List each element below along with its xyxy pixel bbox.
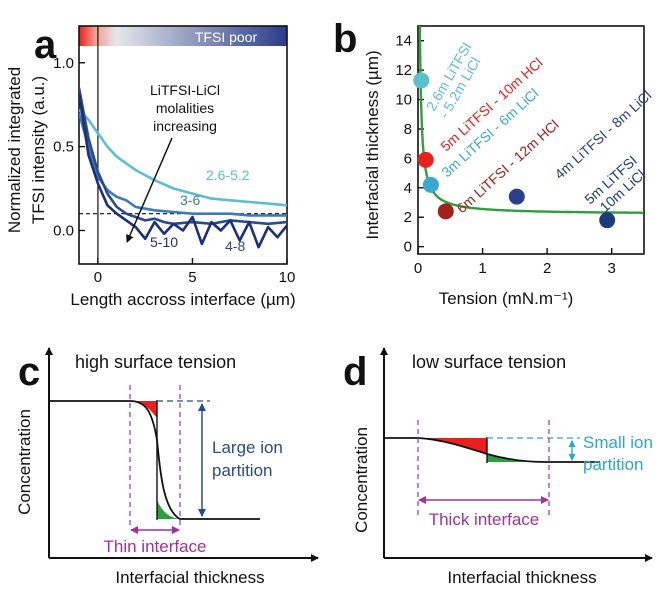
- panel-d-ylabel: Concentration: [352, 427, 371, 533]
- panel-d-title: low surface tension: [412, 352, 566, 372]
- panel-a-ylabel-line1: Normalized integrated: [5, 67, 24, 233]
- panel-b-ytick-label: 8: [404, 121, 412, 138]
- panel-b-ytick-label: 10: [395, 92, 412, 109]
- panel-c-partition-label-1: Large ion: [212, 438, 283, 457]
- panel-a-series-line-4: [79, 92, 287, 249]
- tfsi-gradient-bar: [79, 26, 287, 46]
- annotation-line1: LiTFSI-LiCl: [150, 82, 220, 98]
- panel-b-point-2: [417, 151, 434, 168]
- increasing-arrow: [126, 137, 173, 243]
- panel-b-point-5: [508, 188, 525, 205]
- panel-b-point-1: [413, 72, 430, 89]
- panel-c-title: high surface tension: [75, 352, 236, 372]
- panel-a-series-line-1: [79, 108, 287, 207]
- panel-b-point-3: [422, 176, 439, 193]
- panel-b-points: [413, 72, 616, 229]
- panel-a-ytick-label: 1.0: [53, 55, 74, 72]
- panel-c-interface-label: Thin interface: [104, 537, 207, 556]
- panel-d-interface-label: Thick interface: [429, 510, 540, 529]
- panel-a-xtick-label: 10: [279, 269, 296, 286]
- panel-a-ytick-label: 0.5: [53, 139, 74, 156]
- panel-b-xtick-label: 2: [543, 260, 551, 277]
- panel-b-point-6: [599, 212, 616, 229]
- panel-b-letter: b: [333, 17, 357, 61]
- panel-a-letter: a: [34, 23, 57, 67]
- panel-c-partition-label-2: partition: [212, 461, 272, 480]
- panel-b-ylabel: Interfacial thickness (µm): [363, 50, 382, 239]
- panel-c-letter: c: [18, 350, 40, 394]
- panel-d-enrichment-area: [487, 455, 545, 462]
- panel-b-ytick-label: 14: [395, 33, 412, 50]
- panel-d-letter: d: [343, 350, 367, 394]
- panel-a-ytick-label: 0.0: [53, 222, 74, 239]
- panel-b-xlabel: Tension (mN.m⁻¹): [439, 289, 574, 308]
- panel-b-ytick-label: 0: [404, 239, 412, 256]
- panel-c-depletion-area: [130, 401, 157, 418]
- panel-a: a Normalized integrated TFSI intensity (…: [5, 23, 296, 309]
- panel-a-axes: 0.0 0.5 1.0 0 5 10: [53, 25, 296, 286]
- panel-a-xlabel: Length accross interface (µm): [70, 290, 295, 309]
- panel-b-ytick-label: 4: [404, 180, 412, 197]
- panel-b: b Interfacial thickness (µm) 02468101214…: [333, 17, 655, 308]
- panel-a-series-labels: 2.6-5.2 3-6 4-8 5-10: [150, 167, 250, 254]
- panel-a-series: [79, 87, 287, 249]
- panel-b-frame: [417, 25, 645, 255]
- panel-c-ylabel: Concentration: [15, 409, 34, 515]
- annotation-line3: increasing: [153, 118, 217, 134]
- panel-b-ytick-label: 6: [404, 150, 412, 167]
- panel-d-partition-label-2: partition: [583, 455, 643, 474]
- panel-d: d low surface tension Concentration Inte…: [343, 347, 653, 587]
- panel-b-xtick-label: 1: [478, 260, 486, 277]
- panel-a-series-label-2: 3-6: [180, 192, 200, 208]
- panel-b-xtick-label: 3: [608, 260, 616, 277]
- panel-c: c high surface tension Concentration Int…: [15, 347, 319, 587]
- panel-b-ytick-label: 2: [404, 209, 412, 226]
- panel-c-profile: [49, 400, 260, 520]
- panel-a-series-label-4: 5-10: [150, 234, 178, 250]
- panel-a-ylabel-line2: TFSI intensity (a.u.): [29, 76, 48, 224]
- panel-a-series-label-1: 2.6-5.2: [206, 167, 250, 183]
- panel-b-point-4: [437, 203, 454, 220]
- panel-c-enrichment-area: [157, 500, 180, 519]
- tfsi-poor-label: TFSI poor: [195, 29, 258, 45]
- panel-d-partition-label-1: Small ion: [583, 433, 653, 452]
- panel-a-xtick-label: 0: [94, 269, 102, 286]
- panel-c-xlabel: Interfacial thickness: [115, 568, 264, 587]
- annotation-line2: molalities: [156, 100, 214, 116]
- panel-d-xlabel: Interfacial thickness: [447, 568, 596, 587]
- panel-a-series-line-3: [79, 87, 287, 226]
- panel-b-ytick-label: 12: [395, 62, 412, 79]
- panel-b-xtick-label: 0: [414, 260, 422, 277]
- panel-a-xtick-label: 5: [188, 269, 196, 286]
- panel-a-series-label-3: 4-8: [225, 238, 245, 254]
- panel-a-frame: [78, 25, 288, 265]
- panel-d-depletion-area: [418, 438, 487, 453]
